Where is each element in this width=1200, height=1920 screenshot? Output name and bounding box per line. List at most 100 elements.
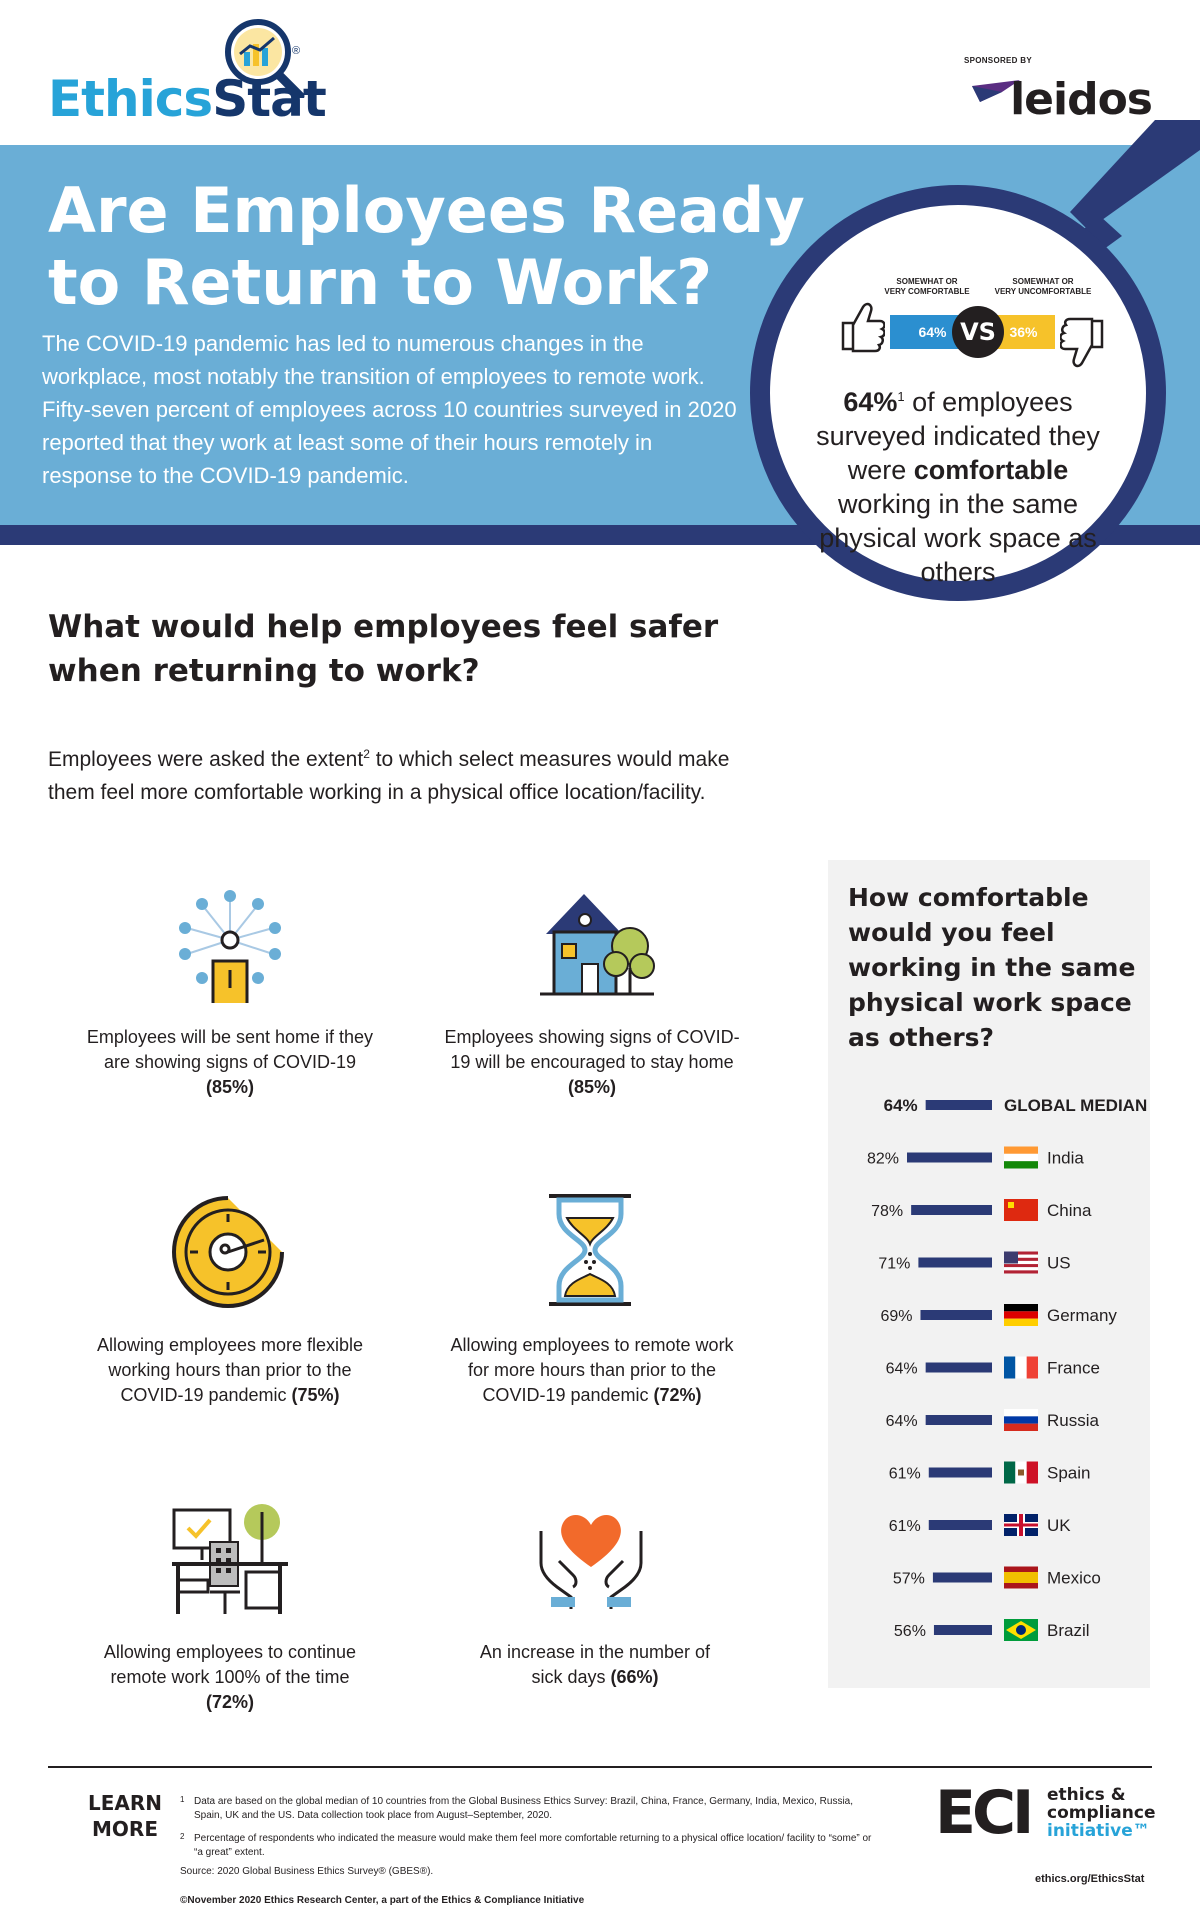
bar-global-median	[925, 1100, 992, 1110]
footnote-2: 2 Percentage of respondents who indicated…	[180, 1832, 880, 1860]
flag-us-icon	[1004, 1251, 1038, 1274]
footnote-2-text: Percentage of respondents who indicated …	[194, 1833, 872, 1858]
bar-germany	[920, 1310, 992, 1320]
house-icon	[540, 894, 655, 996]
category-label-us: US	[1047, 1254, 1071, 1273]
flag-china-icon	[1004, 1199, 1038, 1221]
uncomfortable-label-line-2: VERY UNCOMFORTABLE	[994, 287, 1092, 296]
measure-5: Allowing employees to continue remote wo…	[90, 1640, 370, 1715]
person-alert-icon	[179, 890, 281, 1003]
flag-uk-icon	[1004, 1514, 1038, 1536]
value-label-brazil: 56%	[894, 1623, 926, 1640]
comfortable-label-line-1: SOMEWHAT OR	[896, 277, 958, 286]
flag-spain-icon	[1004, 1461, 1038, 1484]
comfort-circle: SOMEWHAT OR VERY COMFORTABLE SOMEWHAT OR…	[750, 185, 1166, 601]
comfort-text-2: working in the same physical work space …	[819, 489, 1097, 587]
intro-text-2: to which select measures would make them…	[48, 748, 730, 804]
value-label-india: 82%	[867, 1151, 899, 1168]
section-intro: Employees were asked the extent2 to whic…	[48, 738, 768, 809]
eci-line-3: initiative™	[1047, 1821, 1150, 1841]
value-label-spain: 61%	[889, 1466, 921, 1483]
value-label-mexico: 57%	[893, 1571, 925, 1588]
category-label-india: India	[1047, 1149, 1084, 1168]
bar-spain	[928, 1467, 992, 1478]
category-label-global-median: GLOBAL MEDIAN	[1004, 1096, 1147, 1115]
bar-brazil	[933, 1625, 992, 1635]
magnifier-chart-icon	[225, 19, 305, 98]
value-label-germany: 69%	[880, 1308, 912, 1325]
measure-3: Allowing employees more flexible working…	[80, 1333, 380, 1408]
measure-4-text: Allowing employees to remote work for mo…	[450, 1335, 734, 1405]
country-bar-chart: 64% GLOBAL MEDIAN 82% India 78% China 71% US 69%…	[867, 1096, 1147, 1641]
flag-russia-icon	[1004, 1409, 1038, 1431]
source-note: Source: 2020 Global Business Ethics Surv…	[180, 1866, 434, 1877]
comfort-stat: 64%	[843, 387, 898, 417]
footnote-1-text: Data are based on the global median of 1…	[194, 1796, 854, 1821]
measure-3-text: Allowing employees more flexible working…	[96, 1335, 364, 1405]
footnote-ref-2: 2	[363, 747, 370, 761]
bar-india	[907, 1152, 992, 1163]
thumbs-down-icon	[1060, 317, 1104, 368]
heart-hands-icon	[539, 1514, 643, 1609]
chart-title: How comfortable would you feel working i…	[848, 883, 1136, 1052]
uncomfortable-label-line-1: SOMEWHAT OR	[1012, 277, 1074, 286]
flag-mexico-icon	[1004, 1566, 1038, 1589]
measure-6-text: An increase in the number of sick days	[479, 1642, 711, 1687]
bar-uk	[928, 1520, 992, 1530]
hourglass-icon	[549, 1194, 631, 1306]
bar-us	[918, 1257, 992, 1268]
clock-icon	[172, 1196, 284, 1308]
comfort-text-1: of employees surveyed indicated they wer…	[816, 387, 1100, 485]
footnote-1-num: 1	[180, 1795, 185, 1804]
bar-france	[925, 1362, 992, 1373]
category-label-germany: Germany	[1047, 1306, 1117, 1325]
measure-5-pct: (72%)	[205, 1692, 254, 1712]
flag-germany-icon	[1004, 1304, 1038, 1326]
comfort-text-bold: comfortable	[913, 455, 1069, 485]
bar-china	[911, 1205, 992, 1215]
flag-india-icon	[1004, 1146, 1038, 1169]
intro-text-1: Employees were asked the extent	[48, 748, 364, 771]
measure-1: Employees will be sent home if they are …	[80, 1025, 380, 1100]
desk-icon	[172, 1504, 288, 1614]
footnote-ref-1: 1	[897, 389, 905, 404]
magnifier-handle-icon	[1070, 120, 1200, 252]
measure-2-pct: (85%)	[567, 1077, 616, 1097]
bar-russia	[925, 1415, 992, 1425]
measure-2: Employees showing signs of COVID-19 will…	[442, 1025, 742, 1100]
measure-3-pct: (75%)	[291, 1385, 340, 1405]
eci-line-2: compliance	[1047, 1803, 1156, 1823]
category-label-france: France	[1047, 1359, 1100, 1378]
copyright: ©November 2020 Ethics Research Center, a…	[180, 1895, 585, 1906]
eci-logo: ECI ethics & compliance initiative™	[935, 1782, 1155, 1852]
category-label-spain: Spain	[1047, 1464, 1090, 1483]
footnote-1: 1 Data are based on the global median of …	[180, 1795, 880, 1823]
comfortable-label: SOMEWHAT OR VERY COMFORTABLE	[872, 277, 982, 297]
logo-word-ethics: Ethics	[48, 70, 213, 128]
thumbs-up-icon	[841, 302, 885, 353]
measure-4-pct: (72%)	[653, 1385, 702, 1405]
logo-word-stat: Stat	[212, 70, 327, 128]
value-label-uk: 61%	[889, 1518, 921, 1535]
value-label-russia: 64%	[886, 1413, 918, 1430]
category-label-uk: UK	[1047, 1516, 1071, 1535]
value-label-france: 64%	[886, 1361, 918, 1378]
eci-url[interactable]: ethics.org/EthicsStat	[1035, 1873, 1145, 1885]
page-title: Are Employees Ready to Return to Work?	[48, 174, 805, 319]
category-label-brazil: Brazil	[1047, 1621, 1090, 1640]
uncomfortable-label: SOMEWHAT OR VERY UNCOMFORTABLE	[988, 277, 1098, 297]
measure-5-text: Allowing employees to continue remote wo…	[103, 1642, 357, 1687]
registered-mark: ®	[292, 45, 301, 57]
value-label-us: 71%	[878, 1256, 910, 1273]
sponsor-label: SPONSORED BY	[963, 56, 1032, 65]
flag-france-icon	[1004, 1356, 1038, 1379]
flag-brazil-icon	[1004, 1619, 1038, 1641]
comfort-stat-text: 64%1 of employees surveyed indicated the…	[800, 380, 1116, 589]
comfortable-label-line-2: VERY COMFORTABLE	[884, 287, 970, 296]
comfort-chart-panel: How comfortable would you feel working i…	[828, 860, 1150, 1688]
learn-more: LEARN MORE	[87, 1791, 163, 1841]
eci-mark: ECI	[935, 1778, 1034, 1848]
hero-body: The COVID-19 pandemic has led to numerou…	[42, 331, 737, 488]
eci-line-1: ethics &	[1047, 1785, 1126, 1805]
value-label-china: 78%	[871, 1203, 903, 1220]
